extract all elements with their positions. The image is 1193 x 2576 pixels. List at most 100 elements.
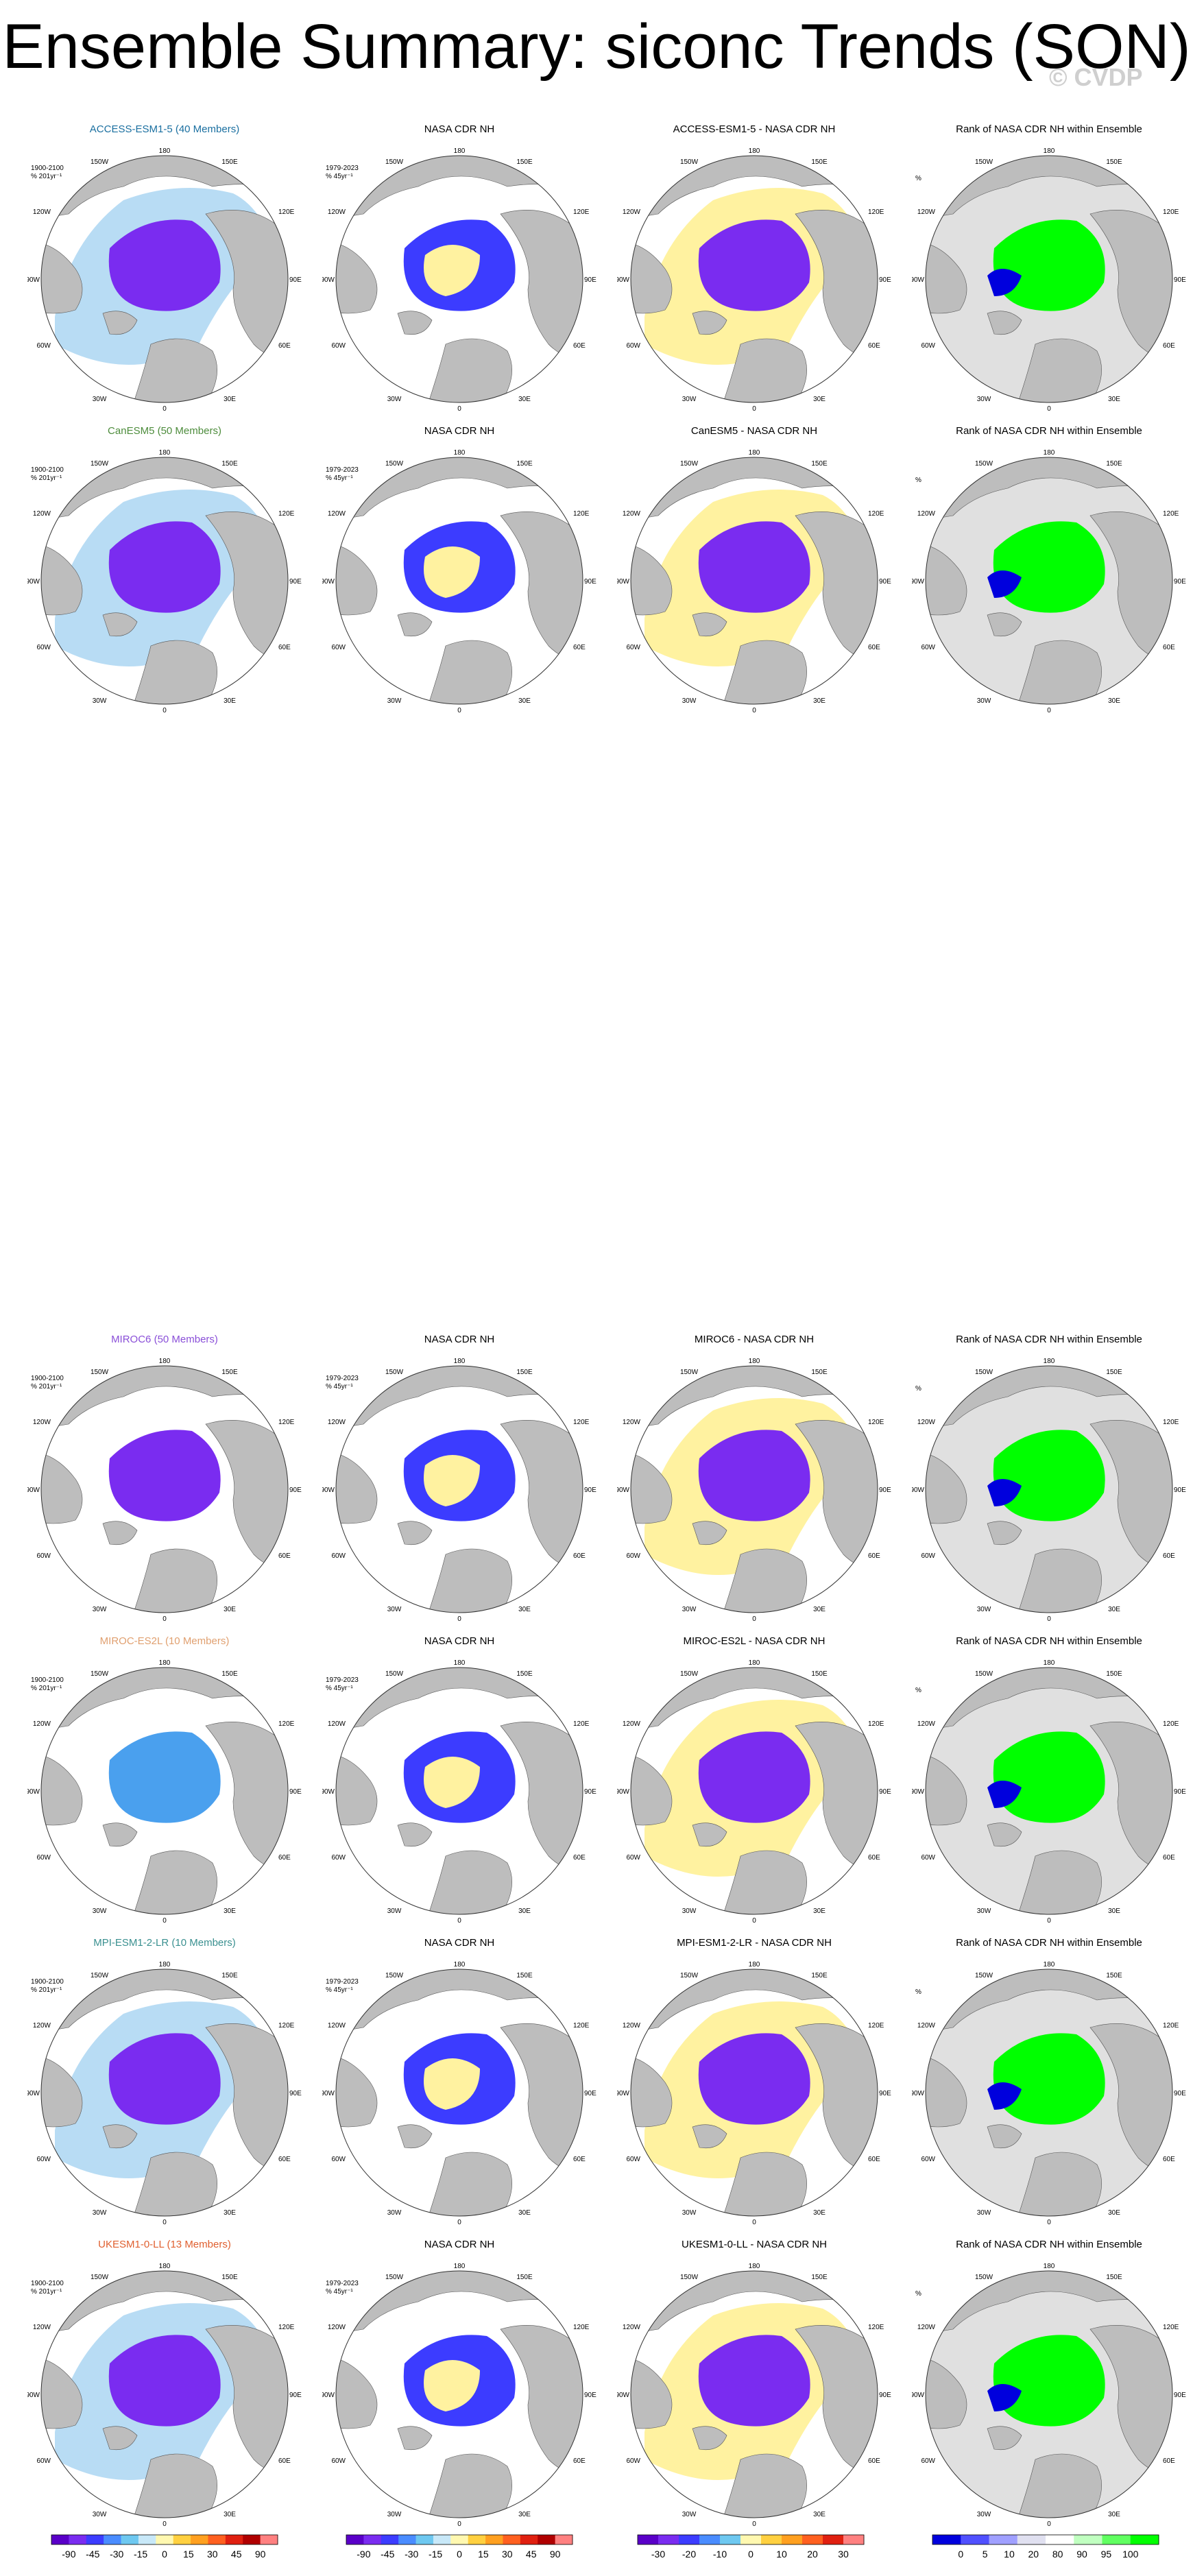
arctic-core-field	[993, 2033, 1105, 2125]
coord-label-lower-right: 60E	[868, 2156, 880, 2163]
colorbar-swatch	[485, 2535, 503, 2544]
rank-map: 180 0 150W 150E 120W 120E 90W 90E 60W 60E 30W 30E	[910, 1659, 1186, 1925]
coord-label-bottom-left: 30W	[682, 2209, 697, 2217]
model-panel-title: CanESM5 (50 Members)	[108, 425, 221, 437]
land-mass	[397, 1822, 433, 1847]
coord-label-right: 90E	[1174, 2392, 1186, 2399]
colorbar-tick-label: -15	[133, 2549, 148, 2560]
map-boundary	[630, 1969, 878, 2217]
diff-panel: 180 0 150W 150E 120W 120E 90W 90E 60W 60E 30W 30E	[615, 1952, 891, 2230]
colorbar-swatch	[699, 2535, 721, 2544]
rank-units-label: %	[915, 2290, 921, 2298]
coord-label-bottom-right: 30E	[813, 2209, 826, 2217]
coord-label-lower-right: 60E	[278, 644, 291, 651]
colorbar-swatch	[156, 2535, 174, 2544]
trend-units: % 45yr⁻¹	[326, 1685, 353, 1692]
land-mass	[795, 1420, 878, 1570]
coord-label-bottom: 0	[752, 2520, 756, 2528]
coord-label-lower-left: 60W	[36, 1854, 51, 1862]
coord-label-lower-right: 60E	[1163, 1854, 1175, 1862]
map-boundary	[335, 155, 583, 403]
colorbar-swatch	[260, 2535, 278, 2544]
model-panel: 180 0 150W 150E 120W 120E 90W 90E 60W 60E 30W 30E	[25, 1349, 302, 1626]
model-panel-title: MIROC6 (50 Members)	[111, 1334, 218, 1345]
map-boundary	[40, 457, 289, 705]
coord-label-right: 90E	[879, 2090, 891, 2097]
rank-low-field	[987, 269, 1022, 296]
coord-label-upper-left: 150W	[91, 1369, 109, 1376]
coord-label-upper-right: 150E	[516, 460, 533, 468]
colorbar-swatch	[679, 2535, 700, 2544]
obs-panel: 180 0 150W 150E 120W 120E 90W 90E 60W 60E 30W 30E	[320, 1952, 596, 2230]
land-mass	[1089, 511, 1172, 662]
arctic-core-field	[108, 1430, 221, 1521]
map-boundary	[925, 1667, 1173, 1915]
colorbar-swatch	[415, 2535, 434, 2544]
rank-units-label: %	[915, 175, 921, 182]
arctic-core-field	[698, 521, 810, 613]
coord-label-bottom-left: 30W	[93, 2209, 107, 2217]
coord-label-upper-left: 150W	[975, 1972, 993, 1979]
colorbar-swatch	[782, 2535, 803, 2544]
coord-label-mid-right-high: 120E	[1163, 510, 1179, 518]
coord-label-upper-left: 150W	[385, 158, 404, 166]
rank-panel-title: Rank of NASA CDR NH within Ensemble	[956, 123, 1142, 135]
coord-label-mid-left-high: 120W	[33, 2022, 51, 2030]
model-panel: 180 0 150W 150E 120W 120E 90W 90E 60W 60E 30W 30E	[25, 139, 302, 416]
diff-panel-title: UKESM1-0-LL - NASA CDR NH	[682, 2239, 827, 2250]
coord-label-upper-right: 150E	[516, 158, 533, 166]
coord-label-lower-right: 60E	[278, 1854, 291, 1862]
land-mass	[102, 311, 138, 335]
coord-label-left: 90W	[617, 2392, 630, 2399]
coord-label-mid-right-high: 120E	[278, 1419, 295, 1426]
coord-label-lower-left: 60W	[36, 2156, 51, 2163]
coord-label-lower-left: 60W	[921, 1854, 935, 1862]
colorbar-swatch	[520, 2535, 538, 2544]
colorbar-swatch	[173, 2535, 191, 2544]
coord-label-upper-left: 150W	[975, 1670, 993, 1678]
land-mass	[692, 311, 727, 335]
coord-label-left: 90W	[27, 2090, 40, 2097]
coord-label-right: 90E	[879, 2392, 891, 2399]
coord-label-left: 90W	[322, 578, 335, 586]
land-mass	[397, 2426, 433, 2451]
land-mass	[631, 241, 673, 314]
land-mass	[500, 511, 583, 662]
land-mass	[41, 241, 83, 314]
coord-label-upper-left: 150W	[91, 2274, 109, 2281]
coord-label-lower-right: 60E	[278, 1552, 291, 1560]
coord-label-bottom: 0	[1047, 405, 1051, 413]
land-mass	[795, 2325, 878, 2475]
colorbar-swatch	[658, 2535, 679, 2544]
rank-low-field	[987, 1479, 1022, 1506]
coord-label-bottom-right: 30E	[224, 2511, 236, 2518]
coord-label-bottom: 0	[752, 405, 756, 413]
land-mass	[336, 2054, 378, 2128]
land-mass	[692, 2426, 727, 2451]
colorbar-tick-label: 45	[525, 2549, 537, 2560]
obs-map: 180 0 150W 150E 120W 120E 90W 90E 60W 60E 30W 30E	[320, 1961, 596, 2226]
model-panel-title: ACCESS-ESM1-5 (40 Members)	[89, 123, 240, 135]
coord-label-upper-left: 150W	[385, 460, 404, 468]
coord-label-bottom-left: 30W	[682, 697, 697, 705]
coord-label-lower-right: 60E	[573, 1552, 586, 1560]
colorbar-tick-label: 95	[1100, 2549, 1112, 2560]
coord-label-left: 90W	[912, 2090, 925, 2097]
coord-label-lower-right: 60E	[1163, 342, 1175, 350]
land-mass	[692, 612, 727, 637]
land-mass	[336, 1753, 378, 1826]
arctic-core-field	[108, 1731, 221, 1823]
land-mass	[1014, 1850, 1102, 1914]
coord-label-left: 90W	[912, 1788, 925, 1796]
model-map: 180 0 150W 150E 120W 120E 90W 90E 60W 60E 30W 30E	[25, 147, 302, 413]
coord-label-top: 180	[749, 1659, 760, 1667]
coord-label-lower-right: 60E	[868, 342, 880, 350]
coord-label-bottom: 0	[1047, 2520, 1051, 2528]
land-mass	[205, 2325, 288, 2475]
rank-map: 180 0 150W 150E 120W 120E 90W 90E 60W 60E 30W 30E	[910, 147, 1186, 413]
land-mass	[424, 1548, 512, 1613]
coord-label-lower-right: 60E	[1163, 644, 1175, 651]
coord-label-top: 180	[159, 2263, 171, 2270]
coord-label-bottom: 0	[1047, 2219, 1051, 2226]
coord-label-lower-left: 60W	[331, 342, 346, 350]
